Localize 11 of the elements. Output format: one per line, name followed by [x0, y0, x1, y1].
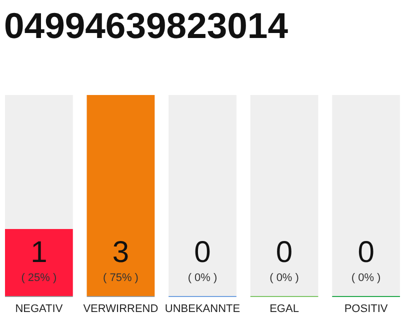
- x-tick-label: VERWIRREND: [83, 303, 158, 315]
- chart-title: 04994639823014: [4, 5, 288, 46]
- data-label: 0 ( 0% ): [270, 236, 299, 284]
- data-label: 3 ( 75% ): [102, 236, 138, 284]
- data-label: 0 ( 0% ): [188, 236, 218, 284]
- data-label: 0 ( 0% ): [351, 236, 381, 284]
- x-tick-label: POSITIV: [344, 303, 388, 315]
- x-tick-label: NEGATIV: [15, 303, 64, 315]
- data-label: 1 ( 25% ): [21, 236, 57, 284]
- x-tick-label: EGAL: [270, 303, 299, 315]
- x-tick-label: UNBEKANNTE: [164, 303, 240, 315]
